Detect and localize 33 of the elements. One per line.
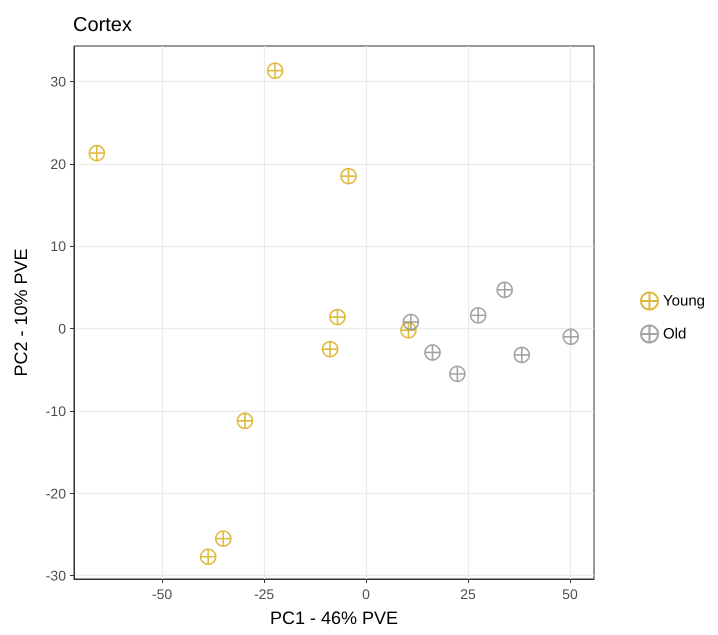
y-tick-label: 30 <box>50 73 66 90</box>
x-tick-label: -50 <box>152 586 172 602</box>
point <box>200 548 216 566</box>
x-tick-label: 0 <box>362 586 370 602</box>
point <box>562 328 580 346</box>
y-tick-label: -30 <box>46 568 66 584</box>
point <box>340 168 357 184</box>
point <box>236 412 254 430</box>
y-tick-label: 20 <box>50 156 66 172</box>
x-tick-label: -25 <box>254 586 274 602</box>
point <box>88 144 106 162</box>
point <box>400 322 417 339</box>
point <box>402 314 420 330</box>
y-axis-title: PC2 - 10% PVE <box>11 248 31 377</box>
point <box>266 62 284 80</box>
y-tick-label: 0 <box>58 320 66 337</box>
point <box>449 366 466 382</box>
y-tick-label: 10 <box>50 238 66 254</box>
y-tick-label: -10 <box>46 402 66 419</box>
point <box>496 282 513 298</box>
legend-label: Old <box>663 326 686 342</box>
x-tick-label: 25 <box>460 586 476 602</box>
x-tick-label: 50 <box>562 586 578 602</box>
point <box>329 308 346 326</box>
legend-label: Young <box>663 292 706 310</box>
x-axis-title: PC1 - 46% PVE <box>270 608 398 628</box>
point <box>322 340 338 358</box>
y-tick-label: -20 <box>46 485 66 502</box>
point <box>424 344 441 361</box>
point <box>470 307 486 324</box>
chart-title: Cortex <box>73 14 132 36</box>
point <box>514 346 530 364</box>
point <box>214 530 232 547</box>
